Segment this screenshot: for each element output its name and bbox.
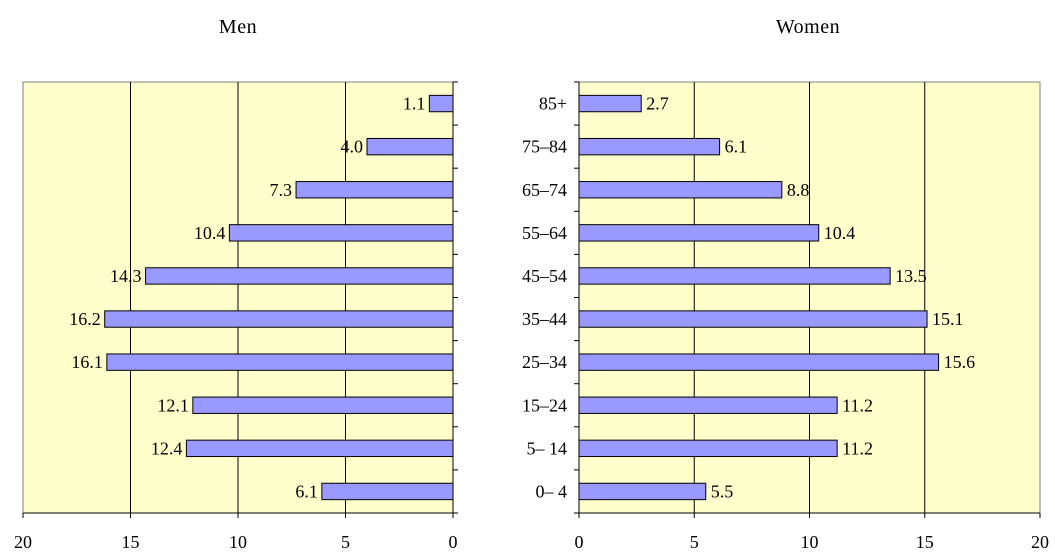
men-data-label-5-14: 12.4 xyxy=(151,438,183,458)
women-data-label-35-44: 15.1 xyxy=(932,309,964,329)
women-data-label-85: 2.7 xyxy=(646,94,669,114)
women-category-label-15-24: 15–24 xyxy=(522,395,567,415)
women-category-label-85: 85+ xyxy=(539,94,567,114)
men-x-tick-label-20: 20 xyxy=(14,532,32,552)
men-bar-45-54 xyxy=(145,267,454,285)
women-x-tick-label-5: 5 xyxy=(690,532,699,552)
women-data-label-15-24: 11.2 xyxy=(842,395,873,415)
women-data-label-45-54: 13.5 xyxy=(895,266,927,286)
women-bar-0-4 xyxy=(578,482,707,501)
men-data-label-75-84: 4.0 xyxy=(341,137,364,157)
women-data-label-75-84: 6.1 xyxy=(725,137,748,157)
women-data-label-65-74: 8.8 xyxy=(787,180,810,200)
men-bar-65-74 xyxy=(295,181,454,199)
men-data-label-15-24: 12.1 xyxy=(157,395,189,415)
women-bar-25-34 xyxy=(578,353,940,371)
men-data-label-35-44: 16.2 xyxy=(69,309,101,329)
men-bar-25-34 xyxy=(106,353,454,371)
men-bar-55-64 xyxy=(228,224,454,242)
women-category-label-75-84: 75–84 xyxy=(522,137,567,157)
women-bar-55-64 xyxy=(578,224,820,242)
women-category-label-0-4: 0– 4 xyxy=(536,481,568,501)
men-x-tick-label-0: 0 xyxy=(449,532,458,552)
men-bar-35-44 xyxy=(104,310,454,328)
men-bar-5-14 xyxy=(185,439,454,458)
men-bar-75-84 xyxy=(366,137,454,156)
women-bar-5-14 xyxy=(578,439,838,458)
women-category-label-65-74: 65–74 xyxy=(522,180,567,200)
men-bar-85 xyxy=(428,94,454,113)
women-x-tick-label-20: 20 xyxy=(1031,532,1049,552)
men-bar-0-4 xyxy=(321,482,454,501)
men-data-label-65-74: 7.3 xyxy=(270,180,293,200)
women-data-label-55-64: 10.4 xyxy=(824,223,856,243)
men-x-tick-label-5: 5 xyxy=(341,532,350,552)
women-category-label-5-14: 5– 14 xyxy=(527,438,568,458)
women-chart-panel: Women 0 5 10 15 20 2.7 85+ 6.1 75–84 8.8 65–74 10.4 5… xyxy=(522,16,1049,552)
men-x-tick-label-15: 15 xyxy=(122,532,140,552)
women-x-tick-label-10: 10 xyxy=(801,532,819,552)
women-chart-title: Women xyxy=(776,16,840,38)
men-data-label-25-34: 16.1 xyxy=(71,352,103,372)
men-chart-panel: Men 20 15 10 5 0 1.1 4.0 7.3 10.4 14.3 16.2 16.1 12.1… xyxy=(14,16,458,552)
men-data-label-55-64: 10.4 xyxy=(194,223,226,243)
women-category-label-45-54: 45–54 xyxy=(522,266,567,286)
women-category-label-55-64: 55–64 xyxy=(522,223,567,243)
women-category-label-25-34: 25–34 xyxy=(522,352,567,372)
women-data-label-25-34: 15.6 xyxy=(944,352,976,372)
women-category-label-35-44: 35–44 xyxy=(522,309,567,329)
women-bar-65-74 xyxy=(578,181,783,199)
women-data-label-0-4: 5.5 xyxy=(711,481,734,501)
women-bar-15-24 xyxy=(578,396,838,414)
women-bar-45-54 xyxy=(578,267,891,285)
men-x-tick-label-10: 10 xyxy=(229,532,247,552)
women-bar-75-84 xyxy=(578,137,721,156)
men-data-label-45-54: 14.3 xyxy=(110,266,142,286)
women-x-tick-label-15: 15 xyxy=(916,532,934,552)
men-chart-title: Men xyxy=(219,16,257,38)
women-bar-35-44 xyxy=(578,310,928,328)
women-bar-85 xyxy=(578,94,642,113)
men-bar-15-24 xyxy=(192,396,454,414)
men-data-label-0-4: 6.1 xyxy=(295,481,318,501)
women-data-label-5-14: 11.2 xyxy=(842,438,873,458)
women-x-tick-label-0: 0 xyxy=(575,532,584,552)
men-data-label-85: 1.1 xyxy=(403,94,426,114)
